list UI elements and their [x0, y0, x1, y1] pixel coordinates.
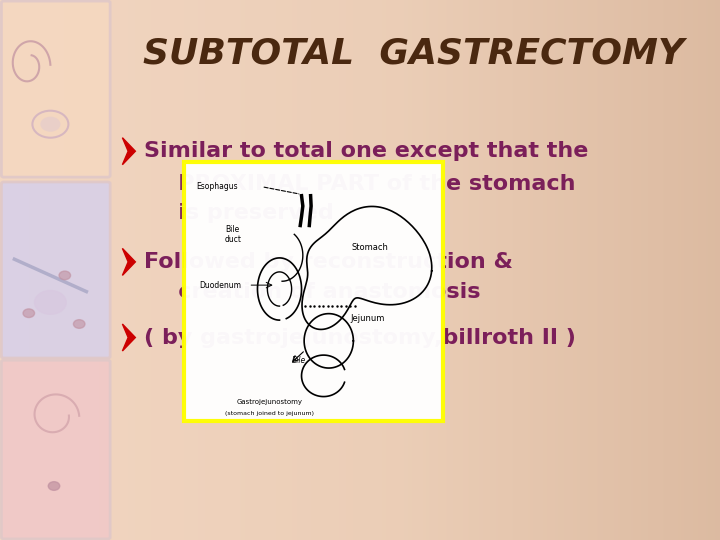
Circle shape [73, 320, 85, 328]
Text: Bile
duct: Bile duct [225, 225, 241, 244]
Text: ( by gastrojejunostomy,billroth II ): ( by gastrojejunostomy,billroth II ) [144, 327, 576, 348]
Circle shape [23, 309, 35, 318]
FancyBboxPatch shape [1, 182, 110, 358]
Text: creation of anastomosis: creation of anastomosis [155, 281, 480, 302]
Text: (stomach joined to jejunum): (stomach joined to jejunum) [225, 411, 314, 416]
FancyBboxPatch shape [1, 360, 110, 539]
Text: Followed by reconstruction &: Followed by reconstruction & [144, 252, 513, 272]
Text: Similar to total one except that the: Similar to total one except that the [144, 141, 588, 161]
Polygon shape [122, 138, 135, 165]
Text: SUBTOTAL  GASTRECTOMY: SUBTOTAL GASTRECTOMY [143, 37, 685, 71]
Circle shape [35, 291, 66, 314]
Circle shape [48, 482, 60, 490]
Text: Esophagus: Esophagus [197, 182, 238, 191]
Text: Stomach: Stomach [352, 243, 389, 252]
Polygon shape [122, 324, 135, 351]
Bar [184, 162, 443, 421]
Circle shape [59, 271, 71, 280]
Text: Bile: Bile [292, 356, 306, 365]
Text: PROXIMAL PART of the stomach: PROXIMAL PART of the stomach [155, 173, 575, 194]
Polygon shape [122, 248, 135, 275]
Text: Duodenum: Duodenum [199, 281, 241, 289]
Text: Gastrojejunostomy: Gastrojejunostomy [236, 399, 302, 405]
Text: Jejunum: Jejunum [351, 314, 384, 323]
Circle shape [40, 117, 60, 132]
FancyBboxPatch shape [1, 1, 110, 177]
Text: is preserved: is preserved [155, 203, 333, 224]
